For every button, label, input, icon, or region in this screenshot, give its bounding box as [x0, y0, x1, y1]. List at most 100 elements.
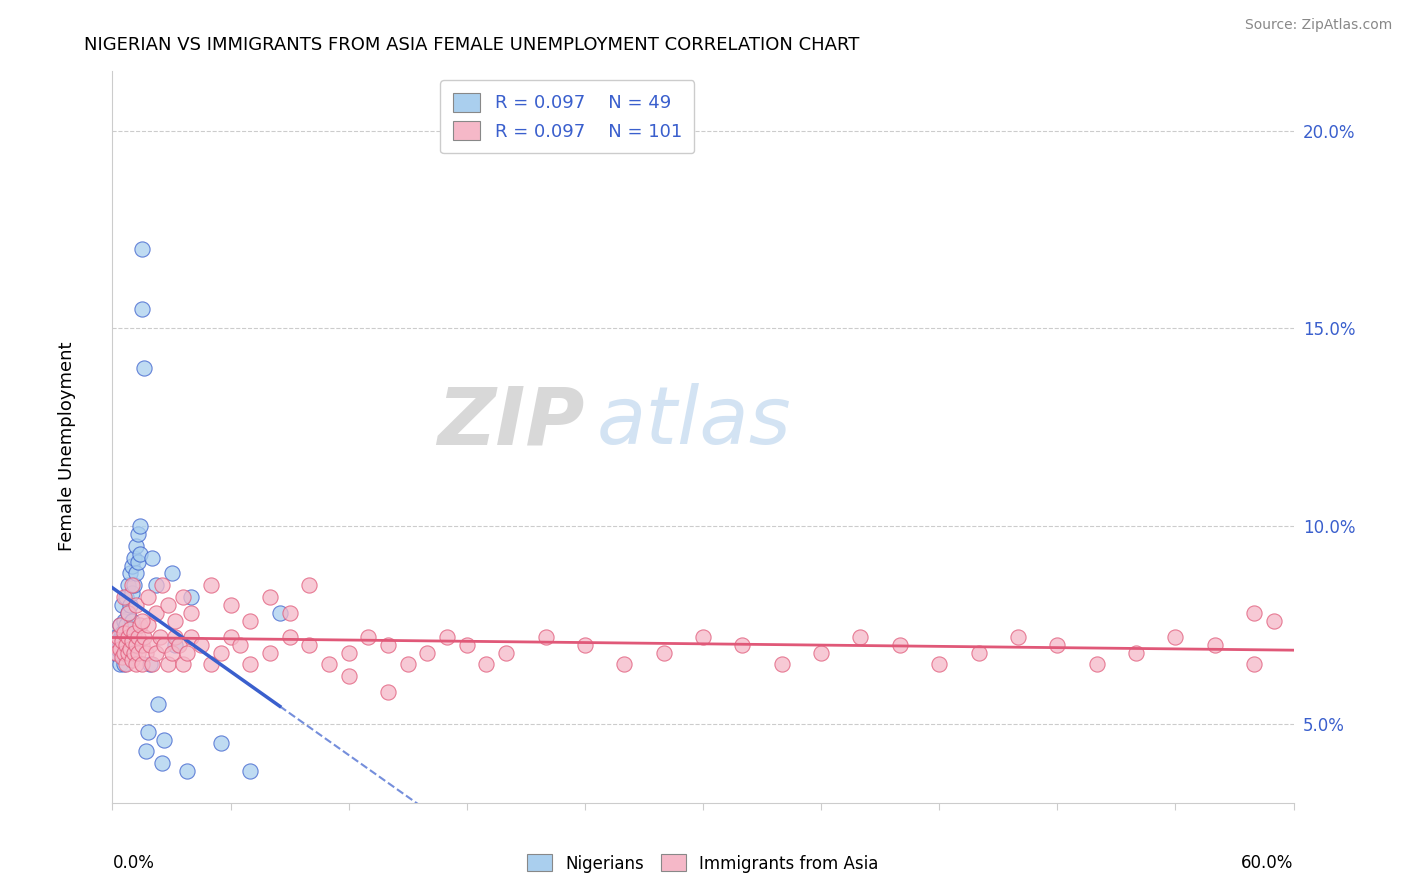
Point — [125, 598, 148, 612]
Point — [131, 657, 153, 672]
Point — [127, 555, 149, 569]
Point — [121, 558, 143, 573]
Point — [1204, 638, 1226, 652]
Point — [416, 646, 439, 660]
Point — [731, 638, 754, 652]
Point — [377, 638, 399, 652]
Point — [121, 586, 143, 600]
Point — [120, 622, 142, 636]
Point — [152, 732, 174, 747]
Point — [337, 669, 360, 683]
Text: Source: ZipAtlas.com: Source: ZipAtlas.com — [1244, 18, 1392, 32]
Point — [120, 641, 142, 656]
Point — [810, 646, 832, 660]
Point — [112, 657, 135, 672]
Point — [125, 539, 148, 553]
Point — [150, 578, 173, 592]
Point — [180, 591, 202, 605]
Point — [111, 598, 134, 612]
Point — [318, 657, 340, 672]
Point — [1046, 638, 1069, 652]
Point — [117, 578, 139, 592]
Point — [1085, 657, 1108, 672]
Point — [117, 630, 139, 644]
Text: NIGERIAN VS IMMIGRANTS FROM ASIA FEMALE UNEMPLOYMENT CORRELATION CHART: NIGERIAN VS IMMIGRANTS FROM ASIA FEMALE … — [84, 36, 859, 54]
Point — [110, 618, 132, 632]
Point — [127, 527, 149, 541]
Point — [176, 646, 198, 660]
Text: atlas: atlas — [596, 384, 792, 461]
Point — [337, 646, 360, 660]
Point — [278, 630, 301, 644]
Point — [131, 614, 153, 628]
Point — [396, 657, 419, 672]
Point — [121, 653, 143, 667]
Point — [152, 638, 174, 652]
Point — [107, 633, 129, 648]
Point — [131, 242, 153, 256]
Point — [122, 625, 145, 640]
Point — [239, 614, 262, 628]
Point — [110, 657, 132, 672]
Point — [111, 649, 134, 664]
Point — [889, 638, 911, 652]
Point — [129, 618, 152, 632]
Point — [165, 630, 187, 644]
Point — [121, 614, 143, 628]
Point — [132, 360, 155, 375]
Point — [259, 646, 281, 660]
Point — [495, 646, 517, 660]
Point — [239, 657, 262, 672]
Point — [117, 606, 139, 620]
Point — [278, 606, 301, 620]
Point — [160, 566, 183, 581]
Point — [132, 630, 155, 644]
Point — [115, 657, 138, 672]
Point — [145, 578, 167, 592]
Point — [117, 646, 139, 660]
Point — [117, 606, 139, 620]
Point — [135, 744, 157, 758]
Point — [115, 646, 138, 660]
Point — [928, 657, 950, 672]
Point — [111, 625, 134, 640]
Point — [200, 578, 222, 592]
Point — [136, 724, 159, 739]
Point — [115, 618, 138, 632]
Point — [770, 657, 793, 672]
Point — [122, 550, 145, 565]
Point — [269, 606, 291, 620]
Point — [456, 638, 478, 652]
Text: ZIP: ZIP — [437, 384, 585, 461]
Point — [103, 646, 125, 660]
Point — [139, 657, 162, 672]
Point — [613, 657, 636, 672]
Point — [125, 638, 148, 652]
Point — [111, 646, 134, 660]
Point — [298, 638, 321, 652]
Point — [120, 598, 142, 612]
Point — [1125, 646, 1147, 660]
Point — [112, 614, 135, 628]
Point — [534, 630, 557, 644]
Point — [146, 697, 169, 711]
Point — [131, 638, 153, 652]
Point — [112, 625, 135, 640]
Point — [121, 633, 143, 648]
Point — [121, 578, 143, 592]
Point — [357, 630, 380, 644]
Point — [117, 630, 139, 644]
Point — [141, 550, 163, 565]
Text: Female Unemployment: Female Unemployment — [59, 342, 76, 550]
Point — [180, 606, 202, 620]
Text: 60.0%: 60.0% — [1241, 854, 1294, 872]
Point — [259, 591, 281, 605]
Point — [190, 638, 212, 652]
Point — [115, 591, 138, 605]
Point — [115, 638, 138, 652]
Point — [139, 638, 162, 652]
Point — [165, 638, 187, 652]
Point — [136, 591, 159, 605]
Point — [103, 638, 125, 652]
Point — [209, 646, 232, 660]
